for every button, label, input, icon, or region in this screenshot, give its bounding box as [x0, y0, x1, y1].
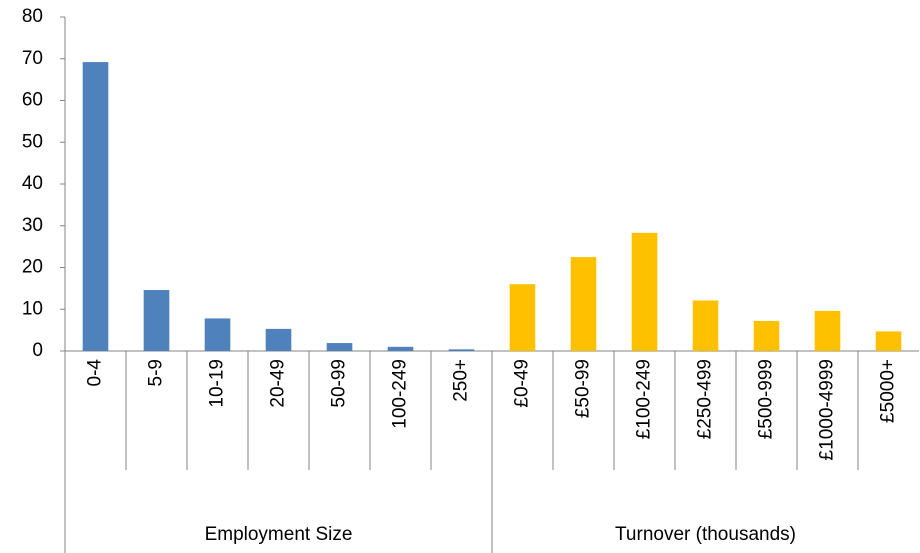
y-tick-label: 60: [22, 90, 43, 111]
y-tick-label: 40: [22, 173, 43, 194]
y-tick-label: 30: [22, 215, 43, 236]
bar: [448, 349, 475, 351]
bar: [143, 290, 170, 351]
y-tick-label: 50: [22, 131, 43, 152]
y-tick-label: 20: [22, 257, 43, 278]
y-tick-label: 0: [32, 340, 43, 361]
x-tick-label: 250+: [451, 359, 472, 402]
x-tick-label: 50-99: [329, 359, 350, 408]
y-tick-label: 80: [22, 6, 43, 27]
x-tick-label: £0-49: [512, 359, 533, 408]
bar: [204, 318, 231, 351]
x-tick-label: 5-9: [146, 359, 167, 386]
bar: [875, 331, 902, 351]
bar: [265, 328, 292, 351]
bar: [753, 320, 780, 351]
bar: [814, 310, 841, 351]
x-tick-label: £250-499: [695, 359, 716, 439]
group-label: Turnover (thousands): [615, 524, 796, 545]
group-label: Employment Size: [205, 524, 353, 545]
x-tick-label: 100-249: [390, 359, 411, 429]
bar: [326, 343, 353, 351]
bar: [387, 346, 414, 351]
y-tick-label: 70: [22, 48, 43, 69]
bar: [509, 284, 536, 351]
x-tick-label: £100-249: [634, 359, 655, 439]
x-tick-label: £500-999: [756, 359, 777, 439]
bar: [82, 62, 109, 352]
y-tick-label: 10: [22, 298, 43, 319]
x-tick-label: £50-99: [573, 359, 594, 418]
x-tick-label: 20-49: [268, 359, 289, 408]
bar: [631, 232, 658, 351]
bar: [570, 257, 597, 351]
x-tick-label: 10-19: [207, 359, 228, 408]
x-tick-label: £5000+: [878, 359, 899, 423]
x-tick-label: 0-4: [85, 359, 106, 387]
bar: [692, 300, 719, 351]
x-tick-label: £1000-4999: [817, 359, 838, 460]
